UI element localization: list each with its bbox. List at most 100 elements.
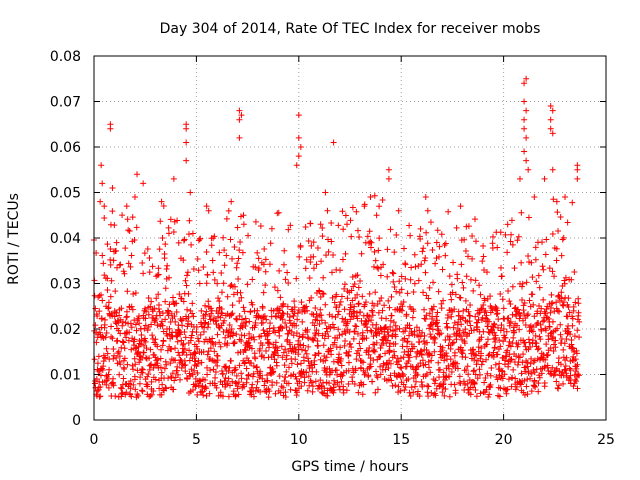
data-point [517, 312, 524, 319]
data-point [317, 306, 324, 313]
data-point [135, 348, 142, 355]
data-point [303, 350, 310, 357]
data-point [422, 194, 429, 201]
data-point [184, 323, 191, 330]
data-point [563, 336, 570, 343]
data-point [210, 269, 217, 276]
data-point [329, 313, 336, 320]
data-point [114, 350, 121, 357]
data-point [370, 263, 377, 270]
data-point [470, 346, 477, 353]
data-point [529, 274, 536, 281]
data-point [423, 346, 430, 353]
data-point [202, 383, 209, 390]
data-point [235, 276, 242, 283]
data-point [395, 383, 402, 390]
data-point [145, 294, 152, 301]
data-point [296, 378, 303, 385]
data-point [99, 297, 106, 304]
data-point [478, 344, 485, 351]
data-point [397, 387, 404, 394]
data-point [521, 392, 528, 399]
data-point [109, 335, 116, 342]
data-point [165, 224, 172, 231]
data-point [321, 353, 328, 360]
data-point [429, 247, 436, 254]
data-point [333, 304, 340, 311]
data-point [574, 175, 581, 182]
data-point [238, 112, 245, 119]
data-point [116, 262, 123, 269]
data-point [423, 371, 430, 378]
data-point [555, 292, 562, 299]
data-point [312, 332, 319, 339]
data-point [225, 375, 232, 382]
data-point [138, 365, 145, 372]
data-point [200, 315, 207, 322]
data-point [196, 280, 203, 287]
data-point [412, 263, 419, 270]
data-point [355, 389, 362, 396]
data-point [241, 383, 248, 390]
data-point [293, 322, 300, 329]
data-point [535, 272, 542, 279]
data-point [549, 166, 556, 173]
data-point [294, 310, 301, 317]
data-point [281, 247, 288, 254]
data-point [357, 345, 364, 352]
data-point [518, 259, 525, 266]
data-point [570, 345, 577, 352]
data-point [166, 325, 173, 332]
data-point [573, 365, 580, 372]
data-point [549, 268, 556, 275]
data-point [322, 189, 329, 196]
data-point [462, 326, 469, 333]
data-point [142, 322, 149, 329]
data-point [494, 244, 501, 251]
data-point [141, 335, 148, 342]
data-point [155, 265, 162, 272]
data-point [525, 166, 532, 173]
data-point [263, 316, 270, 323]
data-point [514, 361, 521, 368]
data-point [471, 367, 478, 374]
data-point [234, 383, 241, 390]
data-point [190, 386, 197, 393]
data-point [404, 338, 411, 345]
data-point [255, 312, 262, 319]
data-point [146, 255, 153, 262]
data-point [120, 339, 127, 346]
data-point [227, 333, 234, 340]
data-point [360, 381, 367, 388]
data-point [312, 378, 319, 385]
data-point [515, 341, 522, 348]
data-point [114, 264, 121, 271]
data-point [479, 314, 486, 321]
data-point [230, 388, 237, 395]
data-point [303, 303, 310, 310]
data-point [135, 392, 142, 399]
data-point [440, 369, 447, 376]
data-point [304, 307, 311, 314]
data-point [422, 255, 429, 262]
data-point [521, 148, 528, 155]
data-point [183, 125, 190, 132]
data-point [503, 328, 510, 335]
data-point [343, 387, 350, 394]
data-point [481, 297, 488, 304]
x-tick-label: 15 [392, 432, 410, 448]
data-point [144, 327, 151, 334]
data-point [118, 390, 125, 397]
data-point [574, 361, 581, 368]
data-point [95, 353, 102, 360]
data-point [376, 235, 383, 242]
data-point [126, 227, 133, 234]
data-point [354, 315, 361, 322]
data-point [500, 338, 507, 345]
data-point [96, 393, 103, 400]
data-point [426, 284, 433, 291]
data-point [382, 366, 389, 373]
data-point [132, 361, 139, 368]
data-point [528, 259, 535, 266]
data-point [435, 359, 442, 366]
